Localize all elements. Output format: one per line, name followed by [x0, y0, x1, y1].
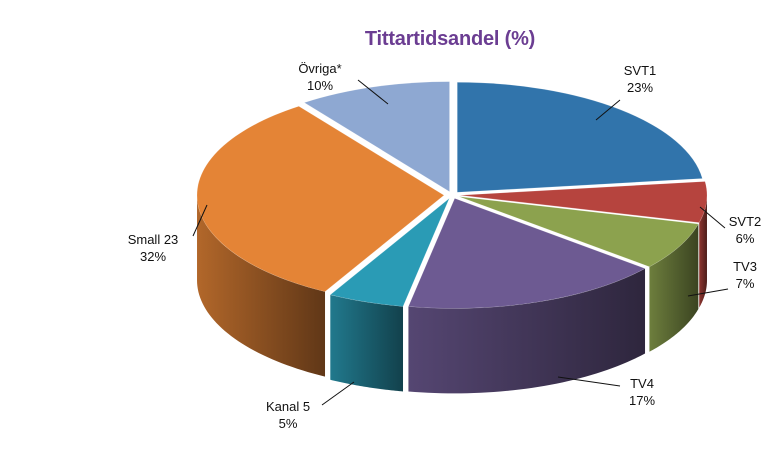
slice-side-svt2	[699, 195, 707, 308]
leader-line-svt2	[699, 206, 726, 229]
slice-tv4	[407, 198, 646, 309]
pie-top-layer	[196, 81, 708, 309]
slice-label-tv3: TV3	[733, 259, 757, 274]
slice-side-kanal-5	[330, 294, 404, 392]
slice-label-svt1: SVT1	[624, 63, 657, 78]
slice-side-tv3	[649, 223, 699, 352]
slice-kanal-5	[329, 198, 450, 307]
slice-value-small-23: 32%	[140, 249, 166, 264]
leader-line-tv3	[687, 288, 729, 297]
slice-tv3	[459, 196, 699, 268]
leader-line-small-23	[192, 204, 208, 237]
leader-line-kanal-5	[321, 381, 355, 406]
chart-title: Tittartidsandel (%)	[364, 28, 536, 50]
slice-value-svt2: 6%	[736, 231, 755, 246]
slice-label-tv4: TV4	[630, 376, 654, 391]
slice-value-svt1: 23%	[627, 80, 653, 95]
slice-svt1	[456, 81, 703, 193]
slice-side-tv4	[408, 268, 646, 394]
slice-small-23	[196, 105, 445, 292]
slice-label-svt2: SVT2	[729, 214, 762, 229]
leader-lines	[192, 79, 729, 406]
slice-value-vriga: 10%	[307, 78, 333, 93]
slice-label-small-23: Small 23	[128, 232, 179, 247]
leader-line-svt1	[595, 99, 621, 121]
slice-vriga	[303, 81, 450, 193]
leader-line-tv4	[557, 376, 621, 387]
slice-svt2	[459, 181, 708, 223]
pie-depth-layer	[197, 195, 707, 394]
slice-value-tv4: 17%	[629, 393, 655, 408]
slice-label-kanal-5: Kanal 5	[266, 399, 310, 414]
slice-value-tv3: 7%	[736, 276, 755, 291]
slice-labels: SVT1 23% SVT2 6% TV3 7% TV4 17% Kanal 5 5% Small 2…	[128, 61, 762, 431]
slice-side-small-23	[197, 195, 326, 377]
slice-label-vriga: Övriga*	[298, 61, 341, 76]
slice-value-kanal-5: 5%	[279, 416, 298, 431]
leader-line-vriga	[357, 79, 389, 105]
